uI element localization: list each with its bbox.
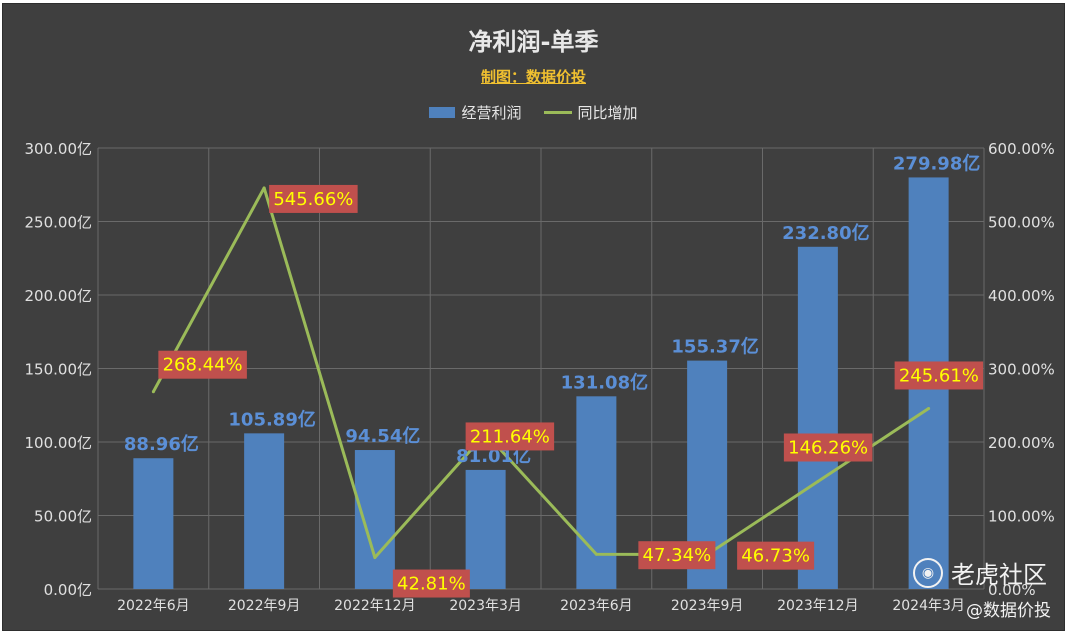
line-series — [152, 186, 930, 560]
chart-legend: 经营利润 同比增加 — [3, 102, 1064, 123]
legend-swatch-bar — [429, 107, 456, 118]
y-right-tick-label: 300.00% — [988, 361, 1055, 379]
y-left-tick-label: 100.00亿 — [25, 434, 93, 452]
line-point — [927, 406, 931, 410]
pct-label-box — [269, 184, 358, 213]
pct-data-label: 42.81% — [397, 574, 466, 595]
x-tick-label: 2022年9月 — [228, 598, 301, 614]
chart-subtitle: 制图：数据价投 — [480, 68, 586, 86]
y-left-tick-label: 0.00亿 — [44, 581, 92, 599]
x-tick-label: 2023年9月 — [671, 598, 744, 614]
bar-data-label: 279.98亿 — [893, 152, 980, 174]
watermark: ◉ 老虎社区 — [913, 555, 1047, 590]
pct-label-box — [737, 541, 815, 570]
y-right-tick-label: 400.00% — [988, 287, 1055, 305]
bar — [133, 458, 174, 589]
y-right-tick-label: 500.00% — [988, 214, 1055, 232]
legend-swatch-line — [543, 111, 572, 114]
line-point — [151, 390, 155, 394]
pct-data-label: 47.34% — [643, 545, 712, 566]
pct-label-box — [465, 422, 555, 451]
x-tick-label: 2022年6月 — [117, 598, 190, 614]
y-left-tick-label: 50.00亿 — [34, 508, 92, 526]
watermark-sub: @数据价投 — [966, 601, 1051, 621]
line-point — [816, 479, 820, 483]
pct-label-box — [638, 541, 716, 570]
legend-item-line: 同比增加 — [543, 102, 638, 123]
bar-data-label: 131.08亿 — [561, 371, 648, 393]
y-left-tick-label: 200.00亿 — [25, 287, 93, 305]
x-tick-label: 2022年12月 — [334, 598, 415, 614]
pct-label-box — [158, 350, 247, 379]
pct-data-label: 46.73% — [741, 546, 810, 567]
x-tick-label: 2023年6月 — [560, 598, 633, 614]
y-left-tick-label: 150.00亿 — [25, 361, 93, 379]
bar-data-label: 105.89亿 — [228, 408, 315, 430]
pct-data-label: 245.61% — [899, 365, 979, 386]
y-right-tick-label: 100.00% — [988, 508, 1055, 526]
line-point — [262, 186, 266, 190]
tiger-logo-icon: ◉ — [913, 557, 943, 588]
bar-data-label: 88.96亿 — [124, 433, 199, 455]
watermark-text: 老虎社区 — [951, 561, 1047, 589]
bar-data-label: 94.54亿 — [345, 425, 420, 447]
bar — [244, 433, 285, 589]
legend-item-bar: 经营利润 — [429, 102, 522, 123]
line-point — [594, 552, 598, 556]
x-tick-label: 2024年3月 — [892, 598, 965, 614]
y-right-tick-label: 0.00% — [988, 581, 1036, 599]
chart-frame: 净利润-单季 制图：数据价投 经营利润 同比增加 — [2, 3, 1065, 631]
y-left-tick-label: 250.00亿 — [25, 214, 93, 232]
pct-data-label: 211.64% — [470, 426, 550, 447]
bar — [576, 396, 617, 589]
x-tick-label: 2023年3月 — [449, 598, 522, 614]
bar — [797, 246, 838, 589]
y-right-tick-label: 200.00% — [988, 434, 1055, 452]
y-right-tick-label: 600.00% — [988, 140, 1055, 158]
chart-title: 净利润-单季 — [468, 28, 599, 56]
pct-data-label: 268.44% — [163, 355, 243, 376]
pct-data-label: 146.26% — [788, 437, 868, 458]
y-left-tick-label: 300.00亿 — [25, 140, 93, 158]
line-point — [373, 556, 377, 560]
pct-data-label: 545.66% — [273, 189, 353, 210]
legend-label-line: 同比增加 — [577, 104, 638, 122]
pct-label-box — [392, 569, 470, 598]
x-tick-label: 2023年12月 — [777, 598, 858, 614]
bar — [354, 450, 395, 589]
pct-label-box — [783, 433, 873, 462]
bar-data-label: 155.37亿 — [671, 336, 758, 358]
bar — [465, 469, 506, 589]
bar-data-label: 232.80亿 — [782, 222, 869, 244]
legend-label-bar: 经营利润 — [461, 104, 522, 122]
pct-label-box — [894, 361, 984, 390]
